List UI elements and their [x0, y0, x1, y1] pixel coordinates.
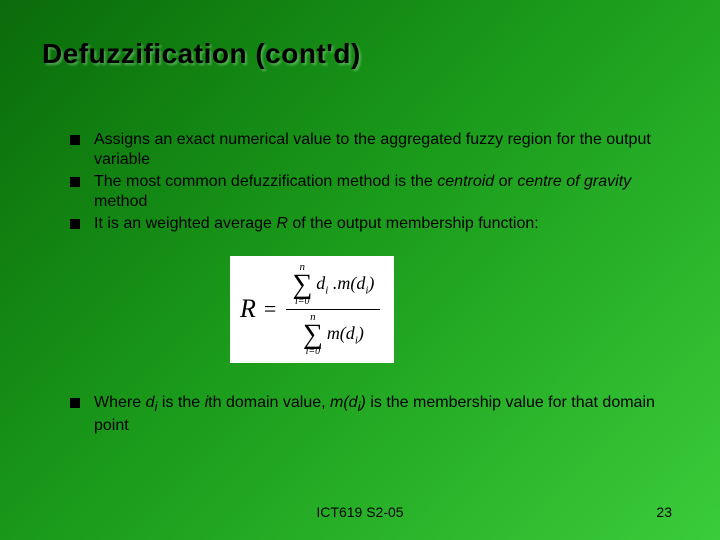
formula-lhs: R	[240, 294, 256, 324]
sigma-icon: n ∑ i=0	[303, 312, 323, 357]
lower-bullets: Where di is the ith domain value, m(di) …	[70, 393, 672, 436]
slide-title: Defuzzification (cont'd)	[42, 38, 361, 70]
square-bullet-icon	[70, 219, 80, 229]
square-bullet-icon	[70, 177, 80, 187]
formula: R = n ∑ i=0 di .m(di)	[230, 256, 394, 363]
bullet-text: Assigns an exact numerical value to the …	[94, 130, 672, 170]
slide-content: Assigns an exact numerical value to the …	[70, 130, 672, 438]
bullet-text: The most common defuzzification method i…	[94, 172, 672, 212]
slide-number: 23	[656, 504, 672, 520]
formula-numerator: n ∑ i=0 di .m(di)	[286, 262, 380, 307]
square-bullet-icon	[70, 135, 80, 145]
square-bullet-icon	[70, 398, 80, 408]
numerator-term: di .m(di)	[316, 273, 374, 297]
bullet-item: It is an weighted average R of the outpu…	[70, 214, 672, 234]
bullet-item: Where di is the ith domain value, m(di) …	[70, 393, 672, 436]
formula-container: R = n ∑ i=0 di .m(di)	[230, 256, 672, 363]
formula-fraction: n ∑ i=0 di .m(di) n ∑ i=0	[286, 262, 380, 357]
slide: Defuzzification (cont'd) Assigns an exac…	[0, 0, 720, 540]
sigma-icon: n ∑ i=0	[292, 262, 312, 307]
bullet-item: Assigns an exact numerical value to the …	[70, 130, 672, 170]
footer-center: ICT619 S2-05	[0, 504, 720, 520]
bullet-text: Where di is the ith domain value, m(di) …	[94, 393, 672, 436]
formula-denominator: n ∑ i=0 m(di)	[297, 312, 370, 357]
bullet-item: The most common defuzzification method i…	[70, 172, 672, 212]
denominator-term: m(di)	[327, 323, 364, 347]
formula-equals: =	[264, 296, 276, 322]
bullet-text: It is an weighted average R of the outpu…	[94, 214, 672, 234]
fraction-bar	[286, 309, 380, 310]
